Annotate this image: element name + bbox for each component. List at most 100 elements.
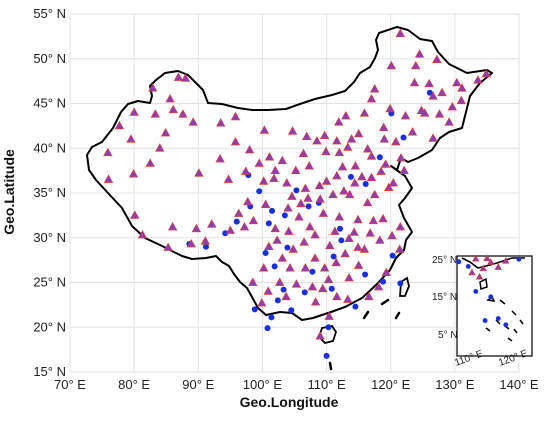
y-axis-title: Geo.Latitude — [1, 149, 17, 235]
station-triangle-marker — [259, 125, 270, 134]
station-dot-marker — [488, 294, 494, 300]
station-dot-marker — [503, 322, 509, 328]
station-triangle-marker — [399, 165, 409, 174]
station-triangle-marker — [381, 267, 391, 276]
station-triangle-marker — [337, 162, 348, 171]
x-tick-label: 100° E — [243, 377, 283, 392]
station-markers — [103, 28, 491, 359]
station-triangle-marker — [324, 311, 334, 320]
station-dot-marker — [389, 252, 396, 259]
station-triangle-marker — [452, 77, 462, 87]
station-triangle-marker — [277, 253, 287, 262]
station-dot-marker — [323, 352, 330, 359]
station-triangle-marker — [215, 153, 225, 163]
station-triangle-marker — [407, 127, 418, 136]
station-triangle-marker — [248, 277, 258, 286]
station-triangle-marker — [302, 131, 312, 140]
station-triangle-marker — [428, 91, 438, 100]
station-dot-marker — [305, 203, 312, 210]
station-dot-marker — [325, 324, 332, 331]
station-dot-marker — [233, 218, 240, 225]
inset-station-markers — [456, 254, 522, 328]
station-triangle-marker — [216, 118, 226, 127]
station-triangle-marker — [340, 248, 350, 258]
station-triangle-marker — [395, 221, 406, 231]
station-triangle-marker — [155, 143, 165, 152]
station-dot-marker — [288, 307, 295, 314]
station-triangle-marker — [334, 117, 344, 126]
station-triangle-marker — [325, 240, 335, 250]
station-dot-marker — [516, 256, 522, 262]
station-triangle-marker — [137, 230, 148, 239]
station-triangle-marker — [259, 176, 269, 185]
taiwan-island — [399, 276, 410, 297]
grid-lines — [69, 13, 520, 373]
station-triangle-marker — [223, 174, 234, 183]
station-triangle-marker — [165, 94, 175, 103]
station-triangle-marker — [243, 196, 253, 206]
station-triangle-marker — [285, 263, 295, 272]
station-triangle-marker — [284, 226, 294, 235]
station-triangle-marker — [304, 161, 314, 170]
station-triangle-marker — [300, 263, 311, 272]
station-triangle-marker — [163, 242, 173, 251]
axis-ticks: 70° E 80° E 90° E 100° E 110° E 120° E 130° E 1… — [33, 6, 539, 392]
x-tick-label: 70° E — [54, 377, 86, 392]
station-triangle-marker — [188, 117, 198, 126]
station-dot-marker — [269, 207, 276, 214]
station-dot-marker — [284, 244, 291, 251]
station-dot-marker — [495, 316, 501, 321]
station-triangle-marker — [376, 166, 386, 175]
station-dot-marker — [376, 154, 383, 161]
station-triangle-marker — [479, 264, 487, 272]
station-triangle-marker — [318, 283, 328, 293]
station-triangle-marker — [310, 253, 320, 262]
station-triangle-marker — [343, 142, 353, 151]
station-dot-marker — [309, 268, 316, 275]
inset-islands — [479, 277, 524, 342]
station-triangle-marker — [310, 230, 320, 239]
station-triangle-marker — [129, 107, 139, 116]
station-triangle-marker — [248, 215, 259, 225]
station-triangle-marker — [334, 212, 345, 221]
y-tick-label: 40° N — [33, 140, 66, 155]
station-triangle-marker — [294, 212, 304, 221]
station-triangle-marker — [366, 172, 377, 182]
station-triangle-marker — [411, 60, 421, 70]
station-dot-marker — [274, 297, 281, 304]
station-dot-marker — [202, 243, 209, 250]
station-triangle-marker — [241, 166, 251, 175]
station-triangle-marker — [375, 235, 385, 244]
station-triangle-marker — [468, 268, 476, 276]
station-triangle-marker — [260, 199, 271, 208]
station-triangle-marker — [314, 180, 325, 190]
station-triangle-marker — [483, 254, 491, 262]
station-triangle-marker — [264, 152, 275, 161]
station-triangle-marker — [334, 147, 345, 157]
station-triangle-marker — [365, 228, 375, 237]
station-triangle-marker — [283, 203, 293, 212]
station-triangle-marker — [353, 128, 364, 138]
station-dot-marker — [265, 220, 272, 227]
station-dot-marker — [426, 89, 433, 96]
station-triangle-marker — [350, 178, 360, 187]
x-tick-label: 130° E — [435, 377, 475, 392]
station-triangle-marker — [428, 133, 438, 142]
station-triangle-marker — [434, 109, 445, 118]
x-tick-label: 90° E — [182, 377, 214, 392]
station-triangle-marker — [323, 274, 334, 284]
station-triangle-marker — [328, 189, 338, 199]
station-triangle-marker — [103, 174, 114, 183]
x-tick-label: 80° E — [118, 377, 150, 392]
station-triangle-marker — [288, 244, 298, 253]
station-triangle-marker — [291, 165, 301, 174]
station-triangle-marker — [494, 263, 502, 270]
station-triangle-marker — [378, 213, 388, 223]
station-triangle-marker — [234, 208, 244, 217]
y-tick-label: 15° N — [33, 364, 66, 379]
station-dot-marker — [465, 264, 471, 269]
station-triangle-marker — [400, 111, 411, 120]
station-triangle-marker — [167, 221, 178, 231]
inset-frame — [456, 255, 533, 357]
